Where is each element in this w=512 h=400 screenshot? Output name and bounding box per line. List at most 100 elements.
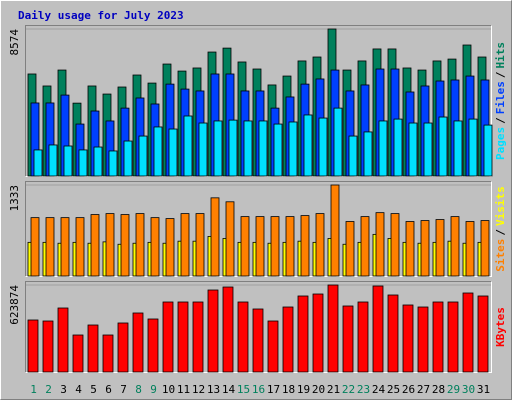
bar xyxy=(462,292,474,373)
x-tick-label: 18 xyxy=(282,383,295,396)
bar xyxy=(48,144,58,177)
bar xyxy=(90,214,100,277)
bar xyxy=(225,201,235,277)
bar xyxy=(42,320,54,373)
bar xyxy=(177,301,189,373)
bar xyxy=(318,117,328,177)
bar xyxy=(348,135,358,177)
plot-border-dark xyxy=(25,25,492,177)
bar xyxy=(393,118,403,177)
bar xyxy=(447,301,459,373)
plot-border-dark xyxy=(25,181,492,277)
plot-border-light xyxy=(25,181,492,277)
bar xyxy=(270,216,280,277)
bar xyxy=(132,312,144,373)
bar xyxy=(303,114,313,177)
y-tick-label: 8574 xyxy=(8,29,21,56)
x-tick-label: 28 xyxy=(432,383,445,396)
x-tick-label: 17 xyxy=(267,383,280,396)
bar xyxy=(60,217,70,277)
bar xyxy=(387,294,399,373)
bar xyxy=(477,295,489,373)
x-tick-label: 23 xyxy=(357,383,370,396)
x-tick-label: 6 xyxy=(105,383,112,396)
bar xyxy=(120,214,130,277)
bar xyxy=(195,213,205,277)
bar xyxy=(267,320,279,373)
x-tick-label: 1 xyxy=(30,383,37,396)
x-tick-label: 30 xyxy=(462,383,475,396)
bar xyxy=(27,319,39,373)
bar xyxy=(105,213,115,277)
x-tick-label: 16 xyxy=(252,383,265,396)
x-tick-label: 24 xyxy=(372,383,386,396)
bar xyxy=(165,218,175,277)
plot-border-light xyxy=(25,281,492,373)
legend-separator: / xyxy=(494,117,507,124)
bar xyxy=(468,118,478,177)
bar xyxy=(93,146,103,177)
legend-separator: / xyxy=(494,229,507,236)
bar xyxy=(168,128,178,177)
x-tick-label: 3 xyxy=(60,383,67,396)
x-tick-label: 8 xyxy=(135,383,142,396)
bar xyxy=(417,306,429,373)
bar xyxy=(315,213,325,277)
bar xyxy=(483,124,493,177)
bar xyxy=(207,289,219,373)
bar xyxy=(153,126,163,177)
x-tick-label: 20 xyxy=(312,383,325,396)
bar xyxy=(465,221,475,277)
bar xyxy=(360,216,370,277)
bar xyxy=(198,122,208,177)
legend-entry: Visits xyxy=(494,186,507,226)
bar xyxy=(402,304,414,373)
bar xyxy=(312,293,324,373)
bar xyxy=(408,122,418,177)
bar xyxy=(75,217,85,277)
y-tick-label: 1333 xyxy=(8,185,21,212)
bar xyxy=(420,220,430,277)
x-tick-label: 31 xyxy=(477,383,490,396)
legend-entry: KBytes xyxy=(494,307,507,347)
bar xyxy=(228,119,238,177)
bar xyxy=(372,285,384,373)
bar xyxy=(243,120,253,177)
bar xyxy=(390,213,400,277)
legend: Sites / Visits xyxy=(494,186,507,272)
legend: KBytes xyxy=(494,307,507,347)
bar xyxy=(273,123,283,177)
bar xyxy=(327,284,339,373)
x-tick-label: 9 xyxy=(150,383,157,396)
bar xyxy=(342,305,354,373)
bar xyxy=(72,334,84,373)
x-tick-label: 7 xyxy=(120,383,127,396)
bar xyxy=(240,216,250,277)
bar xyxy=(255,216,265,277)
legend-entry: Pages xyxy=(494,127,507,160)
bar xyxy=(180,213,190,277)
bar xyxy=(117,322,129,373)
bar xyxy=(297,295,309,373)
bar xyxy=(150,217,160,277)
bar xyxy=(363,131,373,177)
bar xyxy=(423,122,433,177)
bar xyxy=(300,215,310,277)
x-tick-label: 14 xyxy=(222,383,236,396)
bar xyxy=(480,220,490,277)
bar xyxy=(192,301,204,373)
x-tick-label: 10 xyxy=(162,383,175,396)
bar xyxy=(288,121,298,177)
x-tick-label: 13 xyxy=(207,383,220,396)
x-tick-label: 22 xyxy=(342,383,355,396)
x-tick-label: 27 xyxy=(417,383,430,396)
bar xyxy=(162,301,174,373)
bar xyxy=(450,216,460,277)
bar xyxy=(333,107,343,177)
legend-entry: Sites xyxy=(494,239,507,272)
y-tick-label: 623874 xyxy=(8,285,21,325)
bar xyxy=(183,115,193,177)
bar xyxy=(102,334,114,373)
x-tick-label: 2 xyxy=(45,383,52,396)
